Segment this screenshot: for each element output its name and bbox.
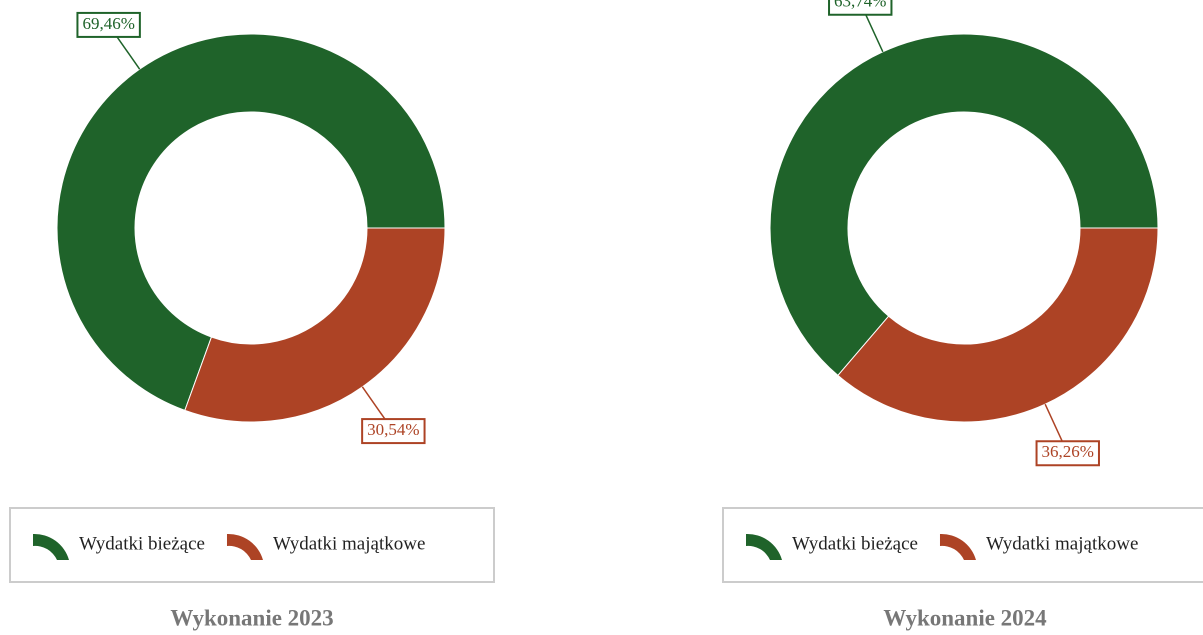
data-label: 30,54% (367, 420, 419, 439)
legend: Wydatki bieżące Wydatki majątkowe (722, 507, 1203, 583)
chart-title: Wykonanie 2023 (170, 605, 333, 630)
donut-chart: 63,74% 36,26% (769, 0, 1159, 467)
legend-icon (226, 533, 263, 560)
legend: Wydatki bieżące Wydatki majątkowe (9, 507, 495, 583)
data-label: 69,46% (82, 14, 134, 33)
label-box (76, 11, 141, 38)
legend-icon (33, 533, 69, 560)
donut-slice (56, 33, 446, 412)
data-label: 36,26% (1042, 442, 1094, 461)
label-box (361, 418, 426, 445)
legend-label: Wydatki majątkowe (273, 533, 425, 554)
legend-label: Wydatki bieżące (79, 533, 205, 554)
legend-icon (746, 533, 782, 560)
donut-chart: 69,46% 30,54% (56, 11, 446, 445)
donut-slice (184, 227, 446, 423)
donut-slice (837, 227, 1159, 423)
data-label: 63,74% (834, 0, 886, 11)
legend-label: Wydatki bieżące (792, 533, 918, 554)
donut-slice (769, 33, 1159, 377)
label-box (1035, 440, 1100, 467)
label-box (828, 0, 893, 16)
legend-icon (939, 533, 976, 560)
legend-label: Wydatki majątkowe (986, 533, 1138, 554)
chart-title: Wykonanie 2024 (883, 605, 1047, 630)
